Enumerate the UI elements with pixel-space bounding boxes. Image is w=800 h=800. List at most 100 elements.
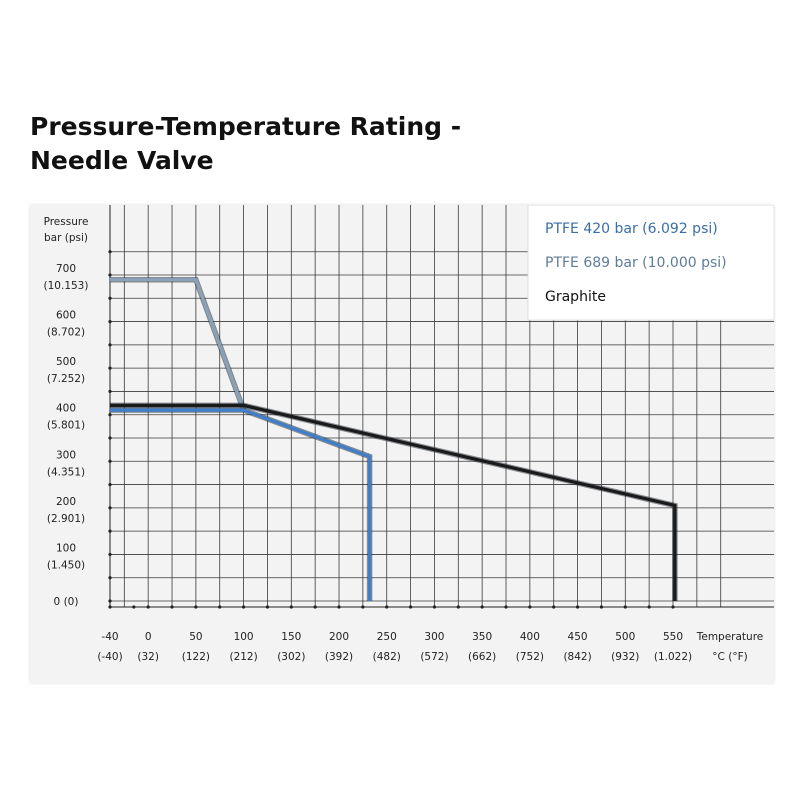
x-tick-label: 150	[281, 631, 301, 643]
page-title: Pressure-Temperature Rating - Needle Val…	[30, 110, 461, 178]
x-tick-label: 400	[520, 631, 540, 643]
y-tick-dot	[108, 436, 112, 440]
x-tick-dot	[361, 605, 365, 609]
y-tick-dot	[108, 250, 112, 254]
series-line-shadow	[110, 402, 678, 601]
series-line-ptfe-420	[110, 408, 372, 601]
x-axis-title-line2: °C (°F)	[712, 651, 747, 663]
x-tick-label-fahrenheit: (302)	[277, 651, 305, 663]
x-tick-dot	[552, 605, 556, 609]
axes: Pressure bar (psi) 700 (10.153) 600 (8.702) 50…	[44, 205, 774, 663]
x-tick-label: 100	[234, 631, 254, 643]
y-tick-label: 100	[56, 542, 76, 554]
x-tick-label: 250	[377, 631, 397, 643]
x-tick-dot	[575, 605, 580, 609]
x-axis-title-line1: Temperature	[696, 631, 764, 643]
legend-entry: PTFE 420 bar (6.092 psi)	[545, 221, 718, 237]
y-tick-dot	[108, 413, 112, 417]
y-tick-label-psi: (10.153)	[44, 280, 89, 292]
x-tick-label-fahrenheit: (32)	[137, 651, 159, 663]
x-tick-label-fahrenheit: (392)	[325, 651, 353, 663]
y-tick-label-psi: (5.801)	[47, 420, 85, 432]
x-tick-dot	[528, 605, 532, 609]
x-tick-dot	[385, 605, 389, 609]
x-tick-label: -40	[101, 631, 118, 643]
y-tick-dot	[108, 273, 112, 277]
series-line-ptfe-689	[110, 278, 246, 411]
x-tick-label-fahrenheit: (842)	[563, 651, 591, 663]
series-lines	[110, 276, 678, 601]
x-tick-label: 200	[329, 631, 349, 643]
chart-panel: Pressure bar (psi) 700 (10.153) 600 (8.702) 50…	[30, 205, 774, 683]
x-tick-label-fahrenheit: (752)	[516, 651, 544, 663]
x-tick-dot	[194, 605, 198, 609]
x-tick-dot	[132, 605, 136, 609]
x-tick-label: 50	[189, 631, 202, 643]
x-tick-dot	[337, 605, 341, 609]
x-tick-dot	[456, 605, 460, 609]
x-tick-dot	[108, 605, 112, 609]
y-axis-title-line1: Pressure	[44, 216, 89, 228]
x-tick-dot	[289, 605, 293, 609]
y-tick-dot	[108, 482, 112, 487]
y-tick-dot	[108, 506, 112, 510]
title-line-2: Needle Valve	[30, 146, 214, 175]
legend-entry: PTFE 689 bar (10.000 psi)	[545, 255, 727, 271]
y-tick-dot	[108, 552, 112, 557]
y-tick-label-psi: (1.450)	[47, 559, 85, 571]
y-tick-label-psi: (7.252)	[47, 373, 85, 385]
y-tick-label: 0 (0)	[54, 596, 79, 608]
y-tick-dot	[108, 389, 112, 394]
x-tick-dot	[170, 605, 174, 609]
x-tick-dot	[265, 605, 270, 609]
x-tick-dot	[408, 605, 413, 609]
x-tick-dot	[480, 605, 484, 609]
y-tick-dot	[108, 319, 112, 324]
y-tick-dot	[108, 599, 112, 603]
y-tick-dot	[108, 296, 112, 300]
x-tick-label-fahrenheit: (-40)	[97, 651, 122, 663]
y-tick-label: 600	[56, 310, 76, 322]
grid	[110, 205, 774, 607]
y-tick-dot	[108, 529, 112, 533]
series-line-shadow	[110, 407, 373, 601]
y-tick-dot	[108, 576, 112, 580]
y-tick-label: 300	[56, 449, 76, 461]
y-tick-dot	[108, 343, 112, 347]
x-tick-dot	[432, 605, 437, 609]
x-tick-label-fahrenheit: (932)	[611, 651, 639, 663]
legend-entry: Graphite	[545, 289, 606, 305]
x-tick-dot	[671, 605, 675, 609]
y-tick-label-psi: (8.702)	[47, 327, 85, 339]
x-tick-label-fahrenheit: (482)	[373, 651, 401, 663]
pressure-temperature-chart: Pressure bar (psi) 700 (10.153) 600 (8.702) 50…	[44, 205, 774, 663]
y-tick-label-psi: (2.901)	[47, 513, 85, 525]
legend-box	[527, 205, 774, 321]
title-line-1: Pressure-Temperature Rating -	[30, 112, 462, 141]
y-tick-label-psi: (4.351)	[47, 466, 85, 478]
x-tick-dot	[241, 605, 246, 609]
x-tick-dot	[599, 605, 604, 609]
series-line-graphite	[110, 403, 677, 601]
x-tick-label-fahrenheit: (122)	[182, 651, 210, 663]
y-tick-label: 500	[56, 356, 76, 368]
x-tick-label: 0	[145, 631, 152, 643]
x-tick-label: 500	[615, 631, 635, 643]
x-tick-dot	[313, 605, 317, 609]
x-tick-dot	[218, 605, 222, 609]
x-tick-label-fahrenheit: (662)	[468, 651, 496, 663]
x-tick-dot	[647, 605, 651, 609]
x-tick-label-fahrenheit: (212)	[229, 651, 257, 663]
x-tick-dot	[623, 605, 627, 609]
y-tick-dot	[108, 459, 112, 463]
x-tick-label-fahrenheit: (1.022)	[654, 651, 692, 663]
x-tick-dot	[146, 605, 150, 609]
y-tick-label: 400	[56, 403, 76, 415]
x-tick-label: 300	[424, 631, 444, 643]
x-tick-label: 350	[472, 631, 492, 643]
legend: PTFE 420 bar (6.092 psi) PTFE 689 bar (10…	[527, 205, 774, 321]
x-tick-label: 550	[663, 631, 683, 643]
y-tick-label: 700	[56, 263, 76, 275]
y-tick-label: 200	[56, 496, 76, 508]
x-tick-label-fahrenheit: (572)	[420, 651, 448, 663]
